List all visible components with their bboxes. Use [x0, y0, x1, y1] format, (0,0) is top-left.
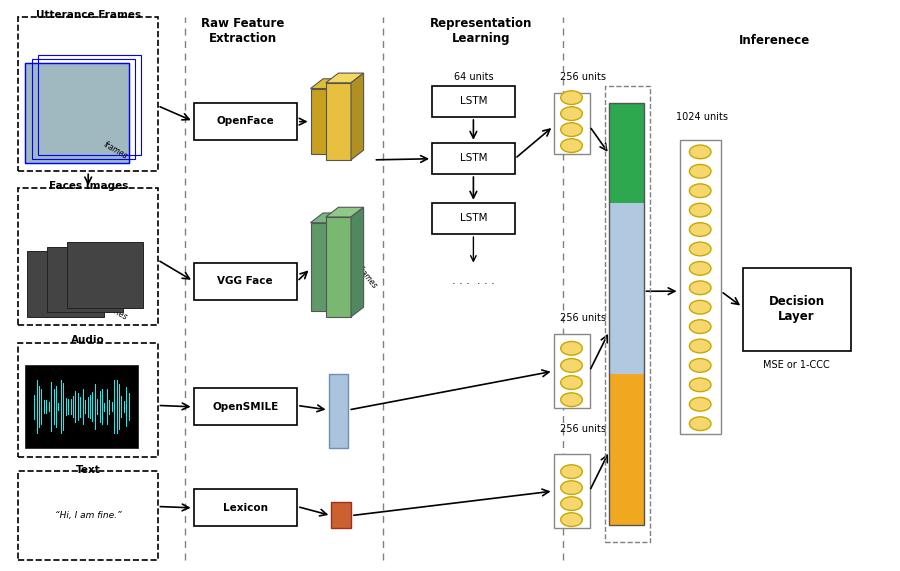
FancyBboxPatch shape: [432, 86, 515, 117]
FancyBboxPatch shape: [328, 374, 348, 448]
Circle shape: [689, 203, 711, 217]
FancyBboxPatch shape: [609, 103, 644, 203]
FancyBboxPatch shape: [554, 454, 590, 528]
Bar: [25, 63, 129, 163]
Polygon shape: [310, 223, 336, 311]
Polygon shape: [336, 79, 348, 154]
FancyBboxPatch shape: [18, 343, 158, 457]
Text: MSE or 1-CCC: MSE or 1-CCC: [763, 360, 830, 371]
Circle shape: [689, 417, 711, 431]
FancyBboxPatch shape: [432, 203, 515, 234]
Text: LSTM: LSTM: [460, 96, 487, 106]
FancyBboxPatch shape: [18, 188, 158, 325]
Polygon shape: [326, 83, 351, 160]
Text: Inferenece: Inferenece: [738, 34, 810, 47]
Bar: [25, 365, 138, 448]
Circle shape: [689, 262, 711, 275]
Bar: [38, 55, 141, 155]
Polygon shape: [351, 73, 364, 160]
Circle shape: [689, 242, 711, 256]
FancyBboxPatch shape: [18, 17, 158, 171]
FancyBboxPatch shape: [194, 388, 297, 425]
Polygon shape: [310, 79, 348, 89]
FancyBboxPatch shape: [680, 140, 721, 434]
Polygon shape: [310, 213, 348, 223]
Circle shape: [561, 107, 582, 120]
Bar: [32, 59, 135, 159]
Circle shape: [561, 393, 582, 407]
Text: Audio: Audio: [71, 335, 105, 345]
FancyBboxPatch shape: [609, 374, 644, 525]
Circle shape: [561, 497, 582, 510]
Text: 1024 units: 1024 units: [676, 112, 728, 122]
FancyBboxPatch shape: [742, 268, 850, 351]
Circle shape: [689, 300, 711, 314]
Circle shape: [689, 223, 711, 236]
Text: Text: Text: [76, 465, 101, 475]
Text: Raw Feature
Extraction: Raw Feature Extraction: [202, 17, 284, 45]
Circle shape: [561, 91, 582, 104]
Text: frames: frames: [102, 301, 129, 322]
Text: Utterance Frames: Utterance Frames: [36, 10, 140, 20]
Text: OpenFace: OpenFace: [216, 116, 274, 126]
Text: OpenSMILE: OpenSMILE: [212, 402, 278, 412]
Circle shape: [561, 123, 582, 136]
FancyBboxPatch shape: [194, 103, 297, 140]
Polygon shape: [326, 207, 364, 217]
Bar: [47, 247, 123, 312]
Polygon shape: [336, 213, 348, 311]
FancyBboxPatch shape: [432, 143, 515, 174]
Text: frames: frames: [102, 140, 129, 161]
Text: 64 units: 64 units: [454, 72, 493, 82]
Circle shape: [561, 513, 582, 526]
FancyBboxPatch shape: [18, 471, 158, 560]
Text: LSTM: LSTM: [460, 214, 487, 223]
Circle shape: [561, 376, 582, 389]
Polygon shape: [326, 217, 351, 317]
FancyBboxPatch shape: [331, 502, 351, 528]
Polygon shape: [310, 89, 336, 154]
Circle shape: [689, 378, 711, 392]
Circle shape: [561, 341, 582, 355]
Circle shape: [689, 339, 711, 353]
FancyBboxPatch shape: [609, 203, 644, 374]
Text: 256 units: 256 units: [560, 313, 607, 323]
Circle shape: [689, 145, 711, 159]
Circle shape: [689, 184, 711, 198]
Text: LSTM: LSTM: [460, 154, 487, 163]
Circle shape: [561, 481, 582, 494]
Polygon shape: [351, 207, 364, 317]
Circle shape: [689, 281, 711, 295]
Circle shape: [689, 359, 711, 372]
Circle shape: [689, 320, 711, 333]
Bar: [27, 251, 104, 317]
Circle shape: [561, 465, 582, 478]
FancyBboxPatch shape: [194, 263, 297, 300]
Text: frames: frames: [356, 264, 379, 291]
Circle shape: [689, 397, 711, 411]
Text: Decision
Layer: Decision Layer: [769, 295, 824, 324]
FancyBboxPatch shape: [554, 334, 590, 408]
Text: Representation
Learning: Representation Learning: [430, 17, 533, 45]
Text: 256 units: 256 units: [560, 72, 607, 82]
Circle shape: [561, 359, 582, 372]
Bar: [67, 242, 143, 308]
Circle shape: [561, 139, 582, 152]
Circle shape: [689, 164, 711, 178]
FancyBboxPatch shape: [554, 93, 590, 154]
Text: Lexicon: Lexicon: [223, 503, 268, 513]
Polygon shape: [326, 73, 364, 83]
Text: “Hi, I am fine.”: “Hi, I am fine.”: [55, 510, 122, 520]
Text: Faces Images: Faces Images: [49, 181, 128, 191]
Text: . . .  . . .: . . . . . .: [452, 276, 495, 286]
FancyBboxPatch shape: [194, 489, 297, 526]
Bar: [25, 63, 129, 163]
Text: VGG Face: VGG Face: [218, 276, 273, 286]
Text: 256 units: 256 units: [560, 424, 607, 435]
